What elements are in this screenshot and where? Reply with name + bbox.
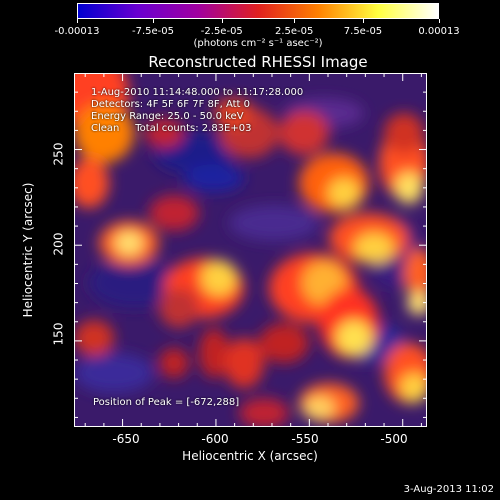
colorbar-units: (photons cm⁻² s⁻¹ asec⁻²) <box>193 38 323 49</box>
y-tick-label: 200 <box>51 232 66 256</box>
emission-blob <box>159 288 199 328</box>
emission-blob <box>224 338 264 388</box>
emission-blob <box>239 398 289 427</box>
x-tick-label: -650 <box>112 432 140 446</box>
y-axis-label: Heliocentric Y (arcsec) <box>21 182 35 318</box>
colorbar <box>77 3 439 19</box>
date-stamp: 3-Aug-2013 11:02 <box>403 484 494 495</box>
emission-blob <box>115 231 143 255</box>
colorbar-tick <box>439 19 440 23</box>
emission-blob <box>201 260 237 296</box>
x-tick-label: -600 <box>201 432 229 446</box>
info-energy-range: Energy Range: 25.0 - 50.0 keV <box>91 111 244 122</box>
emission-blob <box>74 320 114 356</box>
emission-blob <box>74 158 109 208</box>
colorbar-tick <box>221 19 223 23</box>
emission-blob <box>384 113 424 153</box>
emission-blob <box>74 103 134 163</box>
plot-title: Reconstructed RHESSI Image <box>148 53 368 71</box>
emission-blob <box>74 353 154 393</box>
x-axis-label: Heliocentric X (arcsec) <box>182 449 318 463</box>
colorbar-tick <box>294 19 296 23</box>
emission-blob <box>159 348 189 378</box>
emission-blob <box>328 178 360 208</box>
emission-blob <box>404 248 427 298</box>
colorbar-tick <box>362 19 364 23</box>
info-clean-counts: Clean Total counts: 2.83E+03 <box>91 123 252 134</box>
x-tick-label: -550 <box>291 432 319 446</box>
emission-blob <box>336 320 372 356</box>
info-peak-position: Position of Peak = [-672,288] <box>93 397 240 408</box>
colorbar-tick-label: -2.5e-05 <box>200 26 243 37</box>
y-tick-label: 250 <box>51 142 66 166</box>
colorbar-tick-label: 0.00013 <box>418 26 460 37</box>
emission-blob <box>259 323 309 363</box>
emission-blob <box>89 258 179 308</box>
colorbar-tick <box>77 19 78 23</box>
colorbar-tick-label: -7.5e-05 <box>132 26 175 37</box>
emission-blob <box>354 233 394 263</box>
colorbar-tick <box>153 19 155 23</box>
rhessi-image-plot <box>74 73 427 427</box>
colorbar-tick-label: -0.00013 <box>54 26 100 37</box>
x-tick-label: -500 <box>380 432 408 446</box>
emission-blob <box>279 111 329 155</box>
emission-blob <box>229 205 319 241</box>
emission-blob <box>303 396 335 420</box>
emission-blob <box>144 118 184 148</box>
emission-blob <box>395 172 423 204</box>
emission-blob <box>214 98 254 128</box>
colorbar-tick-label: 2.5e-05 <box>274 26 314 37</box>
emission-blob <box>407 291 427 315</box>
emission-blob <box>400 373 427 403</box>
y-tick-label: 150 <box>51 322 66 346</box>
colorbar-tick-label: 7.5e-05 <box>343 26 383 37</box>
emission-blob <box>199 328 229 378</box>
emission-blob <box>184 164 244 192</box>
info-time-range: 1-Aug-2010 11:14:48.000 to 11:17:28.000 <box>91 87 304 98</box>
emission-blob <box>149 195 199 231</box>
info-detectors: Detectors: 4F 5F 6F 7F 8F, Att 0 <box>91 99 251 110</box>
